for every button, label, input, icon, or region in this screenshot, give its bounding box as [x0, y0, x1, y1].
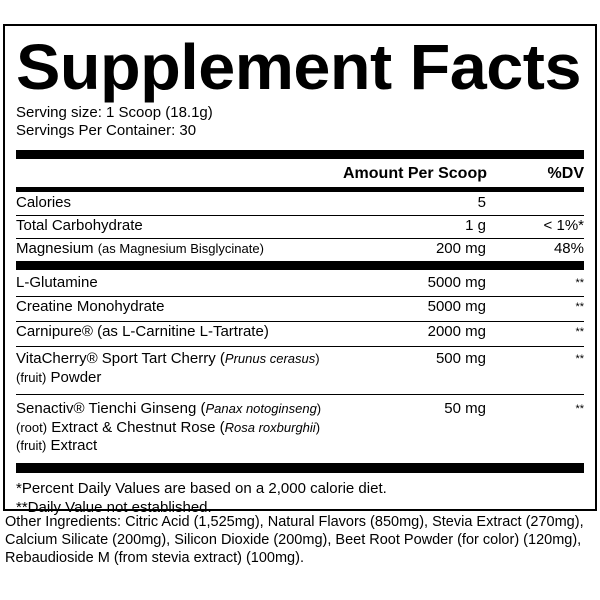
ingredient-dv: ** — [575, 403, 584, 415]
ingredient-name: Creatine Monohydrate — [16, 298, 165, 315]
ingredient-row: Carnipure® (as L-Carnitine L-Tartrate) 2… — [16, 321, 584, 346]
ingredient-row: VitaCherry® Sport Tart Cherry (Prunus ce… — [16, 346, 584, 394]
ingredient-amount: 5000 mg — [427, 274, 486, 291]
other-ingredients: Other Ingredients: Citric Acid (1,525mg)… — [5, 514, 584, 566]
ingredient-amount: 5000 mg — [427, 298, 486, 315]
footnote-dv: *Percent Daily Values are based on a 2,0… — [16, 480, 387, 497]
nutrient-row: Total Carbohydrate 1 g < 1%* — [16, 215, 584, 238]
ingredient-amount: 500 mg — [435, 350, 486, 367]
ingredient-name: VitaCherry® Sport Tart Cherry (Prunus ce… — [16, 350, 320, 386]
ingredient-row: L-Glutamine 5000 mg ** — [16, 270, 584, 296]
nutrient-amount: 200 mg — [435, 240, 486, 257]
amount-header: Amount Per Scoop — [342, 165, 487, 182]
ingredient-amount: 2000 mg — [427, 323, 486, 340]
ingredient-dv: ** — [575, 277, 584, 289]
ingredient-dv: ** — [575, 353, 584, 365]
nutrient-note: (as Magnesium Bisglycinate) — [97, 241, 264, 256]
nutrient-dv: 48% — [553, 240, 584, 257]
column-header: Amount Per Scoop %DV — [16, 159, 584, 185]
dv-header: %DV — [547, 165, 584, 182]
footnote-not-established: **Daily Value not established. — [16, 499, 212, 516]
divider-medium — [16, 187, 584, 192]
divider-thick — [16, 463, 584, 473]
ingredient-row: Creatine Monohydrate 5000 mg ** — [16, 296, 584, 321]
nutrient-name: Calories — [16, 194, 72, 211]
nutrient-row: Magnesium (as Magnesium Bisglycinate) 20… — [16, 238, 584, 261]
ingredient-dv: ** — [575, 326, 584, 338]
nutrient-name: Total Carbohydrate — [16, 217, 143, 234]
serving-size: Serving size: 1 Scoop (18.1g) — [16, 104, 213, 121]
nutrient-dv: < 1%* — [543, 217, 584, 234]
ingredient-dv: ** — [575, 301, 584, 313]
ingredient-name: Senactiv® Tienchi Ginseng (Panax notogin… — [16, 400, 322, 454]
nutrient-amount: 5 — [477, 194, 486, 211]
nutrient-name: Magnesium — [16, 240, 94, 257]
divider-thick — [16, 150, 584, 159]
divider-thick — [16, 261, 584, 270]
ingredient-name: L-Glutamine — [16, 274, 98, 291]
nutrient-amount: 1 g — [465, 217, 486, 234]
ingredient-amount: 50 mg — [444, 400, 486, 417]
ingredient-row: Senactiv® Tienchi Ginseng (Panax notogin… — [16, 394, 584, 463]
ingredient-name: Carnipure® (as L-Carnitine L-Tartrate) — [16, 323, 269, 340]
nutrient-row: Calories 5 — [16, 194, 584, 215]
supplement-facts-panel: Supplement Facts Serving size: 1 Scoop (… — [3, 24, 597, 516]
servings-per-container: Servings Per Container: 30 — [16, 122, 197, 139]
panel-title: Supplement Facts — [16, 31, 581, 103]
